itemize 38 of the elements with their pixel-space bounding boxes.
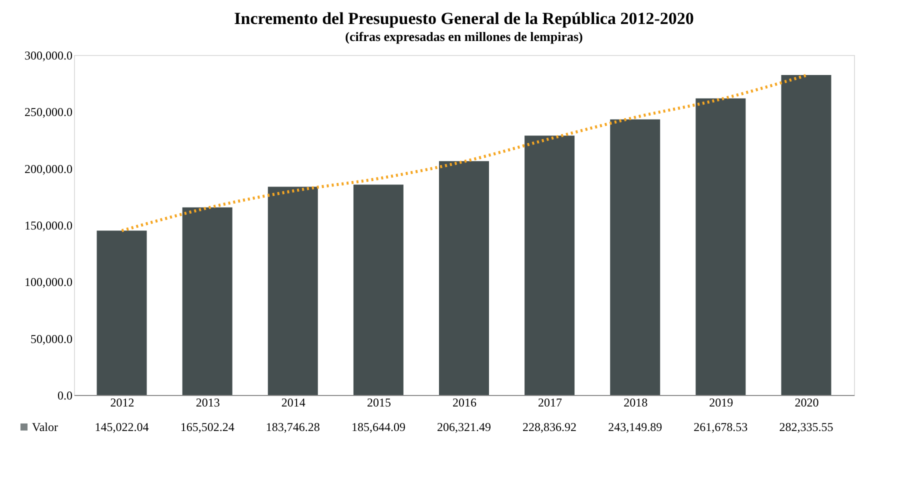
bar [610, 119, 660, 395]
data-label: 206,321.49 [437, 420, 491, 434]
y-tick-label: 50,000.0 [30, 332, 72, 346]
data-label: 228,836.92 [522, 420, 577, 434]
y-tick-label: 0.0 [58, 388, 72, 402]
bar [781, 75, 832, 395]
bar [268, 186, 318, 395]
data-label: 243,149.89 [608, 420, 662, 434]
y-tick-label: 300,000.0 [24, 48, 72, 62]
data-label: 261,678.53 [694, 420, 748, 434]
chart-title: Incremento del Presupuesto General de la República 2012-2020 [234, 9, 694, 28]
x-tick-label: 2017 [538, 396, 562, 410]
x-tick-label: 2018 [624, 396, 648, 410]
bar [524, 136, 575, 395]
x-tick-label: 2013 [196, 396, 220, 410]
bar [182, 207, 232, 395]
legend-label: Valor [32, 420, 58, 434]
x-tick-label: 2019 [709, 396, 734, 410]
bar [696, 98, 746, 395]
y-tick-label: 150,000.0 [24, 218, 72, 232]
y-tick-label: 200,000.0 [24, 162, 72, 176]
x-tick-label: 2015 [366, 396, 391, 410]
x-tick-label: 2016 [452, 396, 476, 410]
line-series [120, 74, 808, 232]
chart-subtitle: (cifras expresadas en millones de lempiras) [345, 29, 583, 44]
y-tick-label: 100,000.0 [24, 275, 72, 290]
data-label: 145,022.04 [94, 420, 149, 434]
data-label: 183,746.28 [266, 420, 320, 434]
bar [96, 230, 147, 395]
x-tick-label: 2020 [794, 396, 819, 410]
bar [353, 184, 404, 395]
data-label: 282,335.55 [779, 420, 834, 434]
x-tick-label: 2012 [110, 396, 134, 410]
data-label: 165,502.24 [180, 420, 234, 434]
data-label: 185,644.09 [351, 420, 406, 434]
x-tick-label: 2014 [281, 396, 306, 410]
y-tick-label: 250,000.0 [24, 105, 72, 120]
bar [439, 161, 489, 395]
